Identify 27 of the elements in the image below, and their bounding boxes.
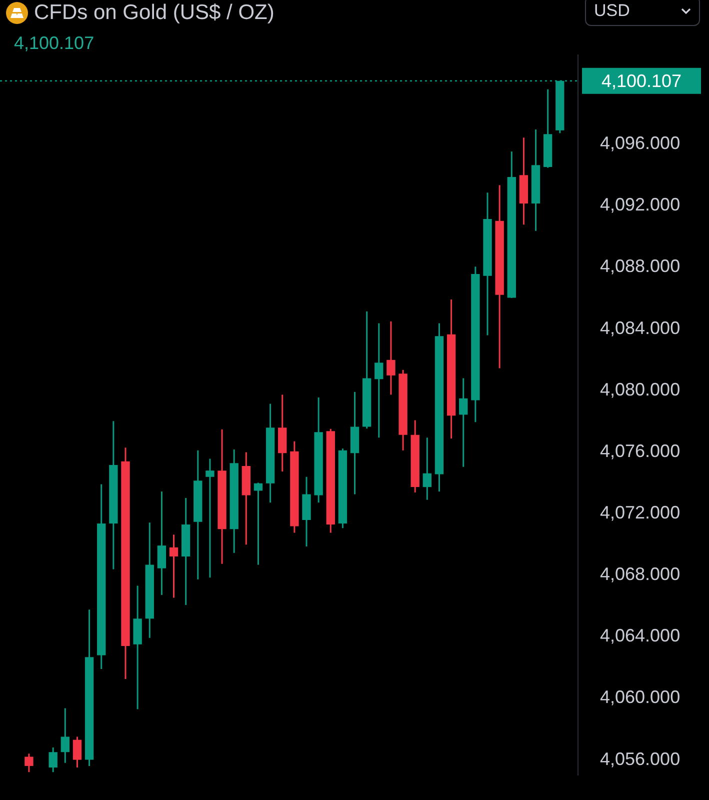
y-tick-label: 4,056.000 — [600, 748, 680, 769]
text: USD — [594, 1, 630, 21]
y-tick-label: 4,096.000 — [600, 133, 680, 154]
candlestick — [24, 752, 34, 773]
candlestick — [459, 377, 468, 468]
candlestick — [157, 490, 166, 596]
y-tick-label: 4,072.000 — [600, 502, 680, 522]
candlestick — [169, 534, 178, 598]
candlestick — [72, 736, 82, 768]
ref-line-label: 4,100.107 — [601, 70, 682, 91]
y-tick-label: 4,064.000 — [600, 626, 680, 646]
y-tick-label: 4,088.000 — [600, 256, 680, 276]
y-tick-label: 4,084.000 — [600, 318, 680, 338]
candlestick — [386, 320, 396, 396]
candlestick — [374, 322, 384, 438]
candlestick — [206, 458, 214, 578]
y-tick-label: 4,076.000 — [600, 440, 680, 461]
y-tick-label: 4,080.000 — [600, 379, 680, 400]
chart-subtitle: 4,100.107 — [14, 33, 94, 54]
candlestick — [60, 707, 70, 764]
candlestick — [422, 436, 432, 501]
chart-title: CFDs on Gold (US$ / OZ) — [34, 0, 274, 26]
candlestick — [48, 746, 58, 773]
candlestick — [254, 482, 263, 566]
y-tick-label: 4,092.000 — [600, 194, 680, 215]
y-tick-label: 4,068.000 — [600, 564, 680, 584]
y-tick-label: 4,060.000 — [600, 687, 680, 708]
